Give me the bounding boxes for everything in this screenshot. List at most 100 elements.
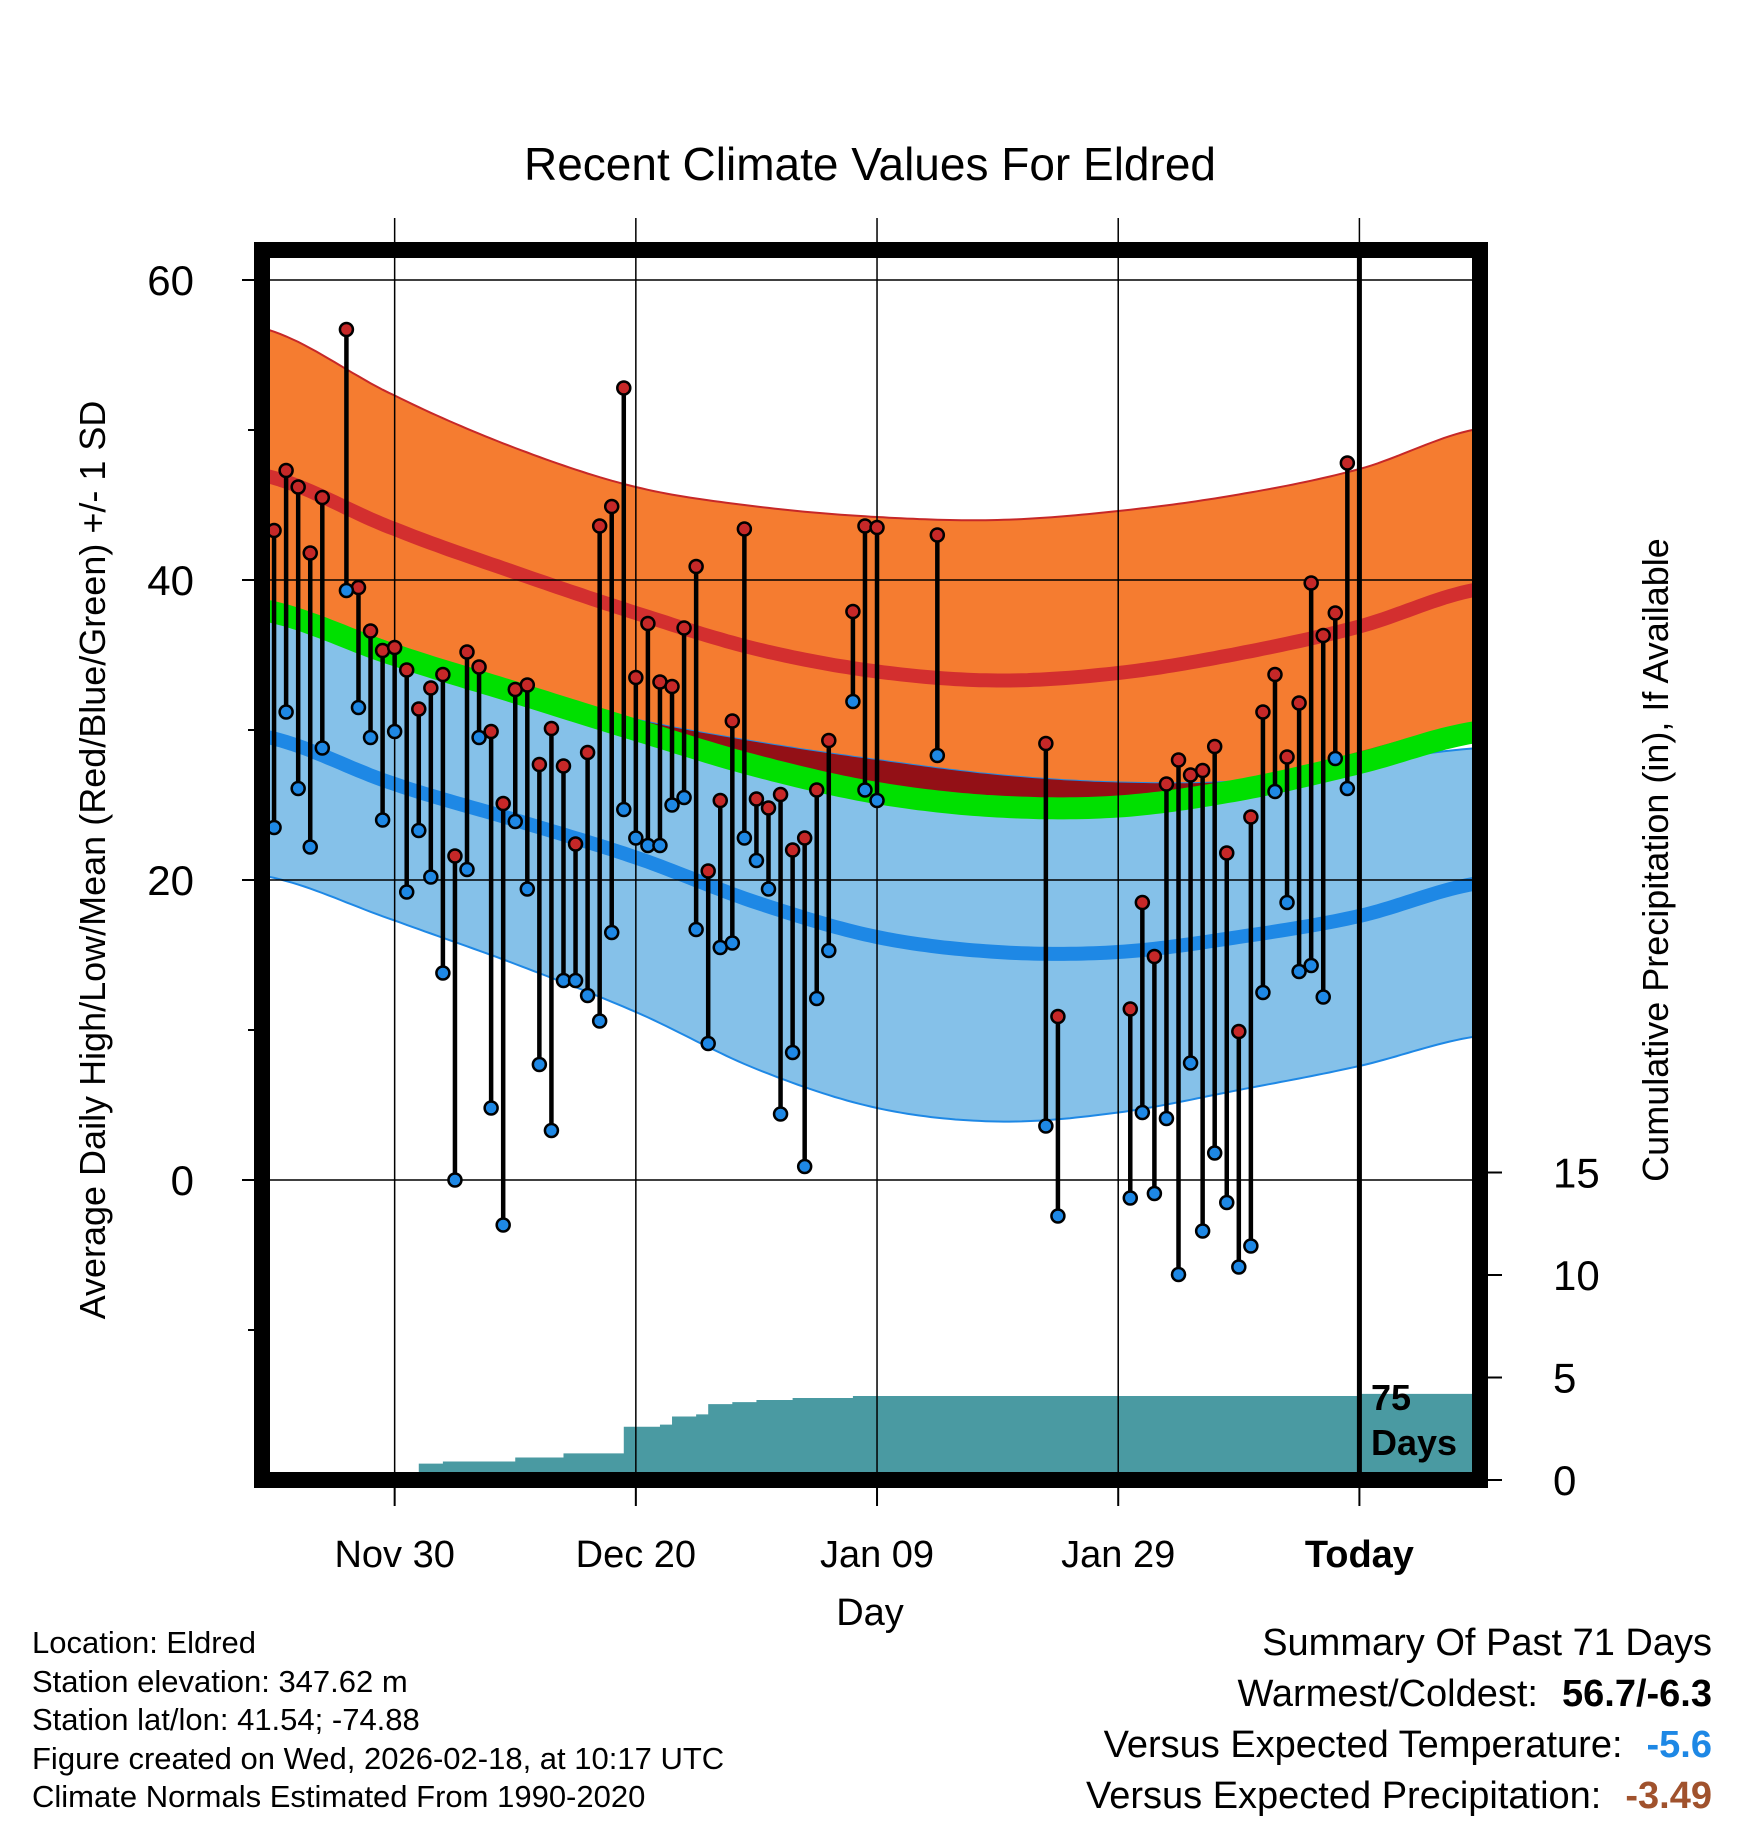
low-point <box>821 942 837 959</box>
low-point <box>1194 1223 1211 1239</box>
high-point <box>796 830 813 846</box>
y-axis-label: Average Daily High/Low/Mean (Red/Blue/Gr… <box>72 401 113 1320</box>
high-point <box>784 842 801 858</box>
elevation-text: Station elevation: 347.62 m <box>32 1663 408 1699</box>
temp-departure-row: Versus Expected Temperature: -5.6 <box>1086 1720 1712 1771</box>
high-point <box>531 756 548 773</box>
low-point <box>652 837 668 854</box>
warmest-coldest-label: Warmest/Coldest: <box>1237 1673 1538 1715</box>
high-point <box>483 723 499 740</box>
low-point <box>1122 1190 1139 1206</box>
low-point <box>483 1100 499 1116</box>
high-point <box>591 518 608 534</box>
location-text: Location: Eldred <box>32 1625 257 1660</box>
low-point <box>857 782 873 798</box>
high-point <box>1158 776 1175 792</box>
high-point <box>772 786 789 803</box>
low-point <box>1291 963 1307 980</box>
low-point <box>1146 1185 1163 1202</box>
high-point <box>664 678 680 695</box>
low-point <box>507 813 523 830</box>
created-text: Figure created on Wed, 2026-02-18, at 10… <box>32 1740 725 1776</box>
low-point <box>1158 1110 1175 1127</box>
high-point <box>278 462 294 479</box>
high-point <box>724 713 741 729</box>
y-tick-label: 0 <box>171 1157 194 1204</box>
high-point <box>519 677 536 693</box>
high-point <box>1339 455 1356 471</box>
high-point <box>579 744 596 761</box>
y2-tick-label: 0 <box>1553 1457 1576 1504</box>
high-point <box>1231 1023 1247 1040</box>
temp-departure-label: Versus Expected Temperature: <box>1103 1724 1623 1766</box>
low-point <box>1267 783 1283 800</box>
high-point <box>1303 575 1319 591</box>
high-point <box>700 863 716 879</box>
high-point <box>688 558 704 575</box>
low-point <box>1327 750 1344 767</box>
low-point <box>664 797 680 813</box>
high-point <box>1146 948 1163 965</box>
precip-area-group <box>262 1393 1480 1480</box>
high-point <box>760 800 777 816</box>
y2-axis-label: Cumulative Precipitation (in), If Availa… <box>1635 538 1676 1182</box>
low-point <box>1219 1194 1235 1211</box>
low-point <box>688 921 704 938</box>
high-point <box>362 623 379 639</box>
grid-lines <box>262 218 1480 1480</box>
low-point <box>531 1056 548 1073</box>
high-point <box>1219 845 1235 861</box>
high-point <box>290 479 306 495</box>
low-point <box>808 990 825 1007</box>
high-point <box>447 848 463 864</box>
low-point <box>519 881 536 897</box>
y-tick-label: 40 <box>147 557 194 604</box>
precip-departure-row: Versus Expected Precipitation: -3.49 <box>1086 1771 1712 1822</box>
high-point <box>471 659 487 675</box>
high-point <box>1194 762 1211 779</box>
low-point <box>628 830 644 846</box>
x-tick-label: Jan 09 <box>820 1534 934 1576</box>
normal-high-line <box>262 468 1480 688</box>
low-point <box>1279 894 1295 911</box>
x-tick-label: Jan 29 <box>1061 1534 1175 1576</box>
low-point <box>278 704 294 720</box>
high-point <box>1315 627 1331 644</box>
low-point <box>1303 957 1319 974</box>
high-point <box>435 666 451 683</box>
low-point <box>411 822 427 839</box>
y2-tick-label: 10 <box>1553 1252 1600 1299</box>
warmest-coldest-value: 56.7/-6.3 <box>1562 1673 1712 1715</box>
high-point <box>1050 1008 1066 1025</box>
low-point <box>1315 989 1331 1005</box>
x-tick-label: Dec 20 <box>576 1534 696 1576</box>
low-point <box>374 812 391 828</box>
low-point <box>1243 1238 1259 1254</box>
y2-tick-label: 15 <box>1553 1150 1600 1197</box>
high-point <box>555 758 572 774</box>
high-point <box>929 527 946 543</box>
low-point <box>471 729 487 746</box>
low-point <box>435 965 451 981</box>
high-point <box>712 792 729 809</box>
low-point <box>736 830 753 846</box>
high-point <box>1206 738 1223 755</box>
precip-departure-label: Versus Expected Precipitation: <box>1085 1775 1602 1817</box>
high-point <box>411 701 427 717</box>
low-point <box>1038 1118 1054 1134</box>
station-info: Location: Eldred Station elevation: 347.… <box>32 1624 724 1817</box>
low-point <box>398 884 415 900</box>
low-point <box>447 1172 463 1188</box>
high-point <box>640 615 656 632</box>
x-tick-label: Today <box>1305 1534 1414 1576</box>
low-point <box>338 582 355 599</box>
x-axis-label: Day <box>836 1592 904 1634</box>
summary-title: Summary Of Past 71 Days <box>1262 1622 1712 1664</box>
high-point <box>808 782 825 798</box>
low-point <box>796 1158 813 1175</box>
low-point <box>869 792 885 809</box>
low-point <box>302 839 318 855</box>
low-point <box>724 935 741 951</box>
high-point <box>1279 749 1295 765</box>
